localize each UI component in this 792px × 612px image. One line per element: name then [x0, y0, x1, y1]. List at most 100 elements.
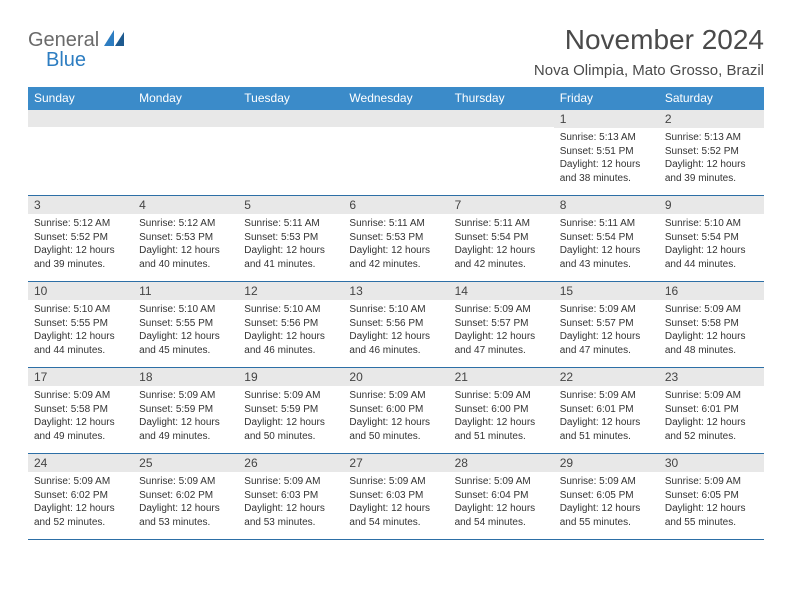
daylight-line: Daylight: 12 hours and 55 minutes.	[560, 502, 653, 529]
calendar-body: 1Sunrise: 5:13 AMSunset: 5:51 PMDaylight…	[28, 110, 764, 540]
sunrise-line: Sunrise: 5:10 AM	[244, 303, 337, 317]
day-info: Sunrise: 5:09 AMSunset: 6:01 PMDaylight:…	[554, 386, 659, 447]
day-cell: 7Sunrise: 5:11 AMSunset: 5:54 PMDaylight…	[449, 196, 554, 282]
day-info: Sunrise: 5:11 AMSunset: 5:54 PMDaylight:…	[554, 214, 659, 275]
sunrise-line: Sunrise: 5:09 AM	[244, 475, 337, 489]
sunset-line: Sunset: 5:55 PM	[139, 317, 232, 331]
location: Nova Olimpia, Mato Grosso, Brazil	[534, 62, 764, 79]
sunrise-line: Sunrise: 5:11 AM	[349, 217, 442, 231]
day-number: 10	[28, 282, 133, 300]
day-cell	[449, 110, 554, 196]
sunset-line: Sunset: 6:05 PM	[560, 489, 653, 503]
sunrise-line: Sunrise: 5:10 AM	[139, 303, 232, 317]
sunset-line: Sunset: 6:00 PM	[349, 403, 442, 417]
weekday-header: Wednesday	[343, 87, 448, 110]
daylight-line: Daylight: 12 hours and 42 minutes.	[455, 244, 548, 271]
day-info: Sunrise: 5:10 AMSunset: 5:55 PMDaylight:…	[28, 300, 133, 361]
day-info: Sunrise: 5:09 AMSunset: 5:58 PMDaylight:…	[659, 300, 764, 361]
day-info: Sunrise: 5:12 AMSunset: 5:53 PMDaylight:…	[133, 214, 238, 275]
daylight-line: Daylight: 12 hours and 47 minutes.	[560, 330, 653, 357]
daylight-line: Daylight: 12 hours and 53 minutes.	[244, 502, 337, 529]
sail-icon	[104, 30, 126, 51]
sunset-line: Sunset: 5:58 PM	[665, 317, 758, 331]
empty-day-header	[238, 110, 343, 127]
day-number: 25	[133, 454, 238, 472]
weekday-header: Tuesday	[238, 87, 343, 110]
sunrise-line: Sunrise: 5:09 AM	[34, 389, 127, 403]
day-cell	[133, 110, 238, 196]
sunrise-line: Sunrise: 5:13 AM	[665, 131, 758, 145]
sunset-line: Sunset: 6:03 PM	[349, 489, 442, 503]
day-cell: 11Sunrise: 5:10 AMSunset: 5:55 PMDayligh…	[133, 282, 238, 368]
day-cell: 6Sunrise: 5:11 AMSunset: 5:53 PMDaylight…	[343, 196, 448, 282]
daylight-line: Daylight: 12 hours and 46 minutes.	[349, 330, 442, 357]
day-info: Sunrise: 5:09 AMSunset: 6:05 PMDaylight:…	[659, 472, 764, 533]
day-info: Sunrise: 5:10 AMSunset: 5:56 PMDaylight:…	[238, 300, 343, 361]
day-cell: 22Sunrise: 5:09 AMSunset: 6:01 PMDayligh…	[554, 368, 659, 454]
day-cell: 13Sunrise: 5:10 AMSunset: 5:56 PMDayligh…	[343, 282, 448, 368]
day-info: Sunrise: 5:09 AMSunset: 6:03 PMDaylight:…	[343, 472, 448, 533]
day-number: 27	[343, 454, 448, 472]
day-number: 2	[659, 110, 764, 128]
day-info: Sunrise: 5:10 AMSunset: 5:54 PMDaylight:…	[659, 214, 764, 275]
title-block: November 2024 Nova Olimpia, Mato Grosso,…	[534, 24, 764, 79]
day-cell: 10Sunrise: 5:10 AMSunset: 5:55 PMDayligh…	[28, 282, 133, 368]
month-title: November 2024	[534, 24, 764, 56]
daylight-line: Daylight: 12 hours and 41 minutes.	[244, 244, 337, 271]
daylight-line: Daylight: 12 hours and 49 minutes.	[34, 416, 127, 443]
sunrise-line: Sunrise: 5:09 AM	[139, 475, 232, 489]
sunrise-line: Sunrise: 5:09 AM	[665, 389, 758, 403]
sunrise-line: Sunrise: 5:10 AM	[665, 217, 758, 231]
day-info: Sunrise: 5:09 AMSunset: 6:04 PMDaylight:…	[449, 472, 554, 533]
day-info: Sunrise: 5:09 AMSunset: 5:57 PMDaylight:…	[554, 300, 659, 361]
day-cell: 3Sunrise: 5:12 AMSunset: 5:52 PMDaylight…	[28, 196, 133, 282]
day-cell: 28Sunrise: 5:09 AMSunset: 6:04 PMDayligh…	[449, 454, 554, 540]
day-cell: 9Sunrise: 5:10 AMSunset: 5:54 PMDaylight…	[659, 196, 764, 282]
day-info: Sunrise: 5:10 AMSunset: 5:55 PMDaylight:…	[133, 300, 238, 361]
day-number: 19	[238, 368, 343, 386]
day-cell	[28, 110, 133, 196]
daylight-line: Daylight: 12 hours and 50 minutes.	[244, 416, 337, 443]
sunset-line: Sunset: 5:55 PM	[34, 317, 127, 331]
sunset-line: Sunset: 5:53 PM	[349, 231, 442, 245]
day-number: 23	[659, 368, 764, 386]
weekday-header: Thursday	[449, 87, 554, 110]
sunset-line: Sunset: 6:01 PM	[560, 403, 653, 417]
day-number: 28	[449, 454, 554, 472]
daylight-line: Daylight: 12 hours and 53 minutes.	[139, 502, 232, 529]
day-number: 15	[554, 282, 659, 300]
sunset-line: Sunset: 6:02 PM	[139, 489, 232, 503]
daylight-line: Daylight: 12 hours and 43 minutes.	[560, 244, 653, 271]
day-info: Sunrise: 5:09 AMSunset: 5:59 PMDaylight:…	[238, 386, 343, 447]
logo: General Blue	[28, 24, 126, 72]
day-cell	[238, 110, 343, 196]
day-number: 29	[554, 454, 659, 472]
daylight-line: Daylight: 12 hours and 39 minutes.	[665, 158, 758, 185]
day-cell: 1Sunrise: 5:13 AMSunset: 5:51 PMDaylight…	[554, 110, 659, 196]
sunrise-line: Sunrise: 5:09 AM	[349, 475, 442, 489]
calendar-week-row: 17Sunrise: 5:09 AMSunset: 5:58 PMDayligh…	[28, 368, 764, 454]
weekday-header: Friday	[554, 87, 659, 110]
day-cell: 16Sunrise: 5:09 AMSunset: 5:58 PMDayligh…	[659, 282, 764, 368]
sunrise-line: Sunrise: 5:09 AM	[455, 389, 548, 403]
sunset-line: Sunset: 5:54 PM	[665, 231, 758, 245]
sunrise-line: Sunrise: 5:09 AM	[560, 303, 653, 317]
sunrise-line: Sunrise: 5:09 AM	[665, 303, 758, 317]
sunset-line: Sunset: 5:51 PM	[560, 145, 653, 159]
weekday-header-row: Sunday Monday Tuesday Wednesday Thursday…	[28, 87, 764, 110]
daylight-line: Daylight: 12 hours and 51 minutes.	[455, 416, 548, 443]
daylight-line: Daylight: 12 hours and 52 minutes.	[34, 502, 127, 529]
weekday-header: Sunday	[28, 87, 133, 110]
day-cell: 8Sunrise: 5:11 AMSunset: 5:54 PMDaylight…	[554, 196, 659, 282]
empty-day-header	[133, 110, 238, 127]
day-number: 18	[133, 368, 238, 386]
sunset-line: Sunset: 5:56 PM	[349, 317, 442, 331]
sunrise-line: Sunrise: 5:12 AM	[34, 217, 127, 231]
weekday-header: Monday	[133, 87, 238, 110]
logo-text-gray: General	[28, 29, 99, 51]
day-cell: 5Sunrise: 5:11 AMSunset: 5:53 PMDaylight…	[238, 196, 343, 282]
daylight-line: Daylight: 12 hours and 45 minutes.	[139, 330, 232, 357]
day-cell: 26Sunrise: 5:09 AMSunset: 6:03 PMDayligh…	[238, 454, 343, 540]
sunset-line: Sunset: 5:58 PM	[34, 403, 127, 417]
day-info: Sunrise: 5:11 AMSunset: 5:53 PMDaylight:…	[238, 214, 343, 275]
